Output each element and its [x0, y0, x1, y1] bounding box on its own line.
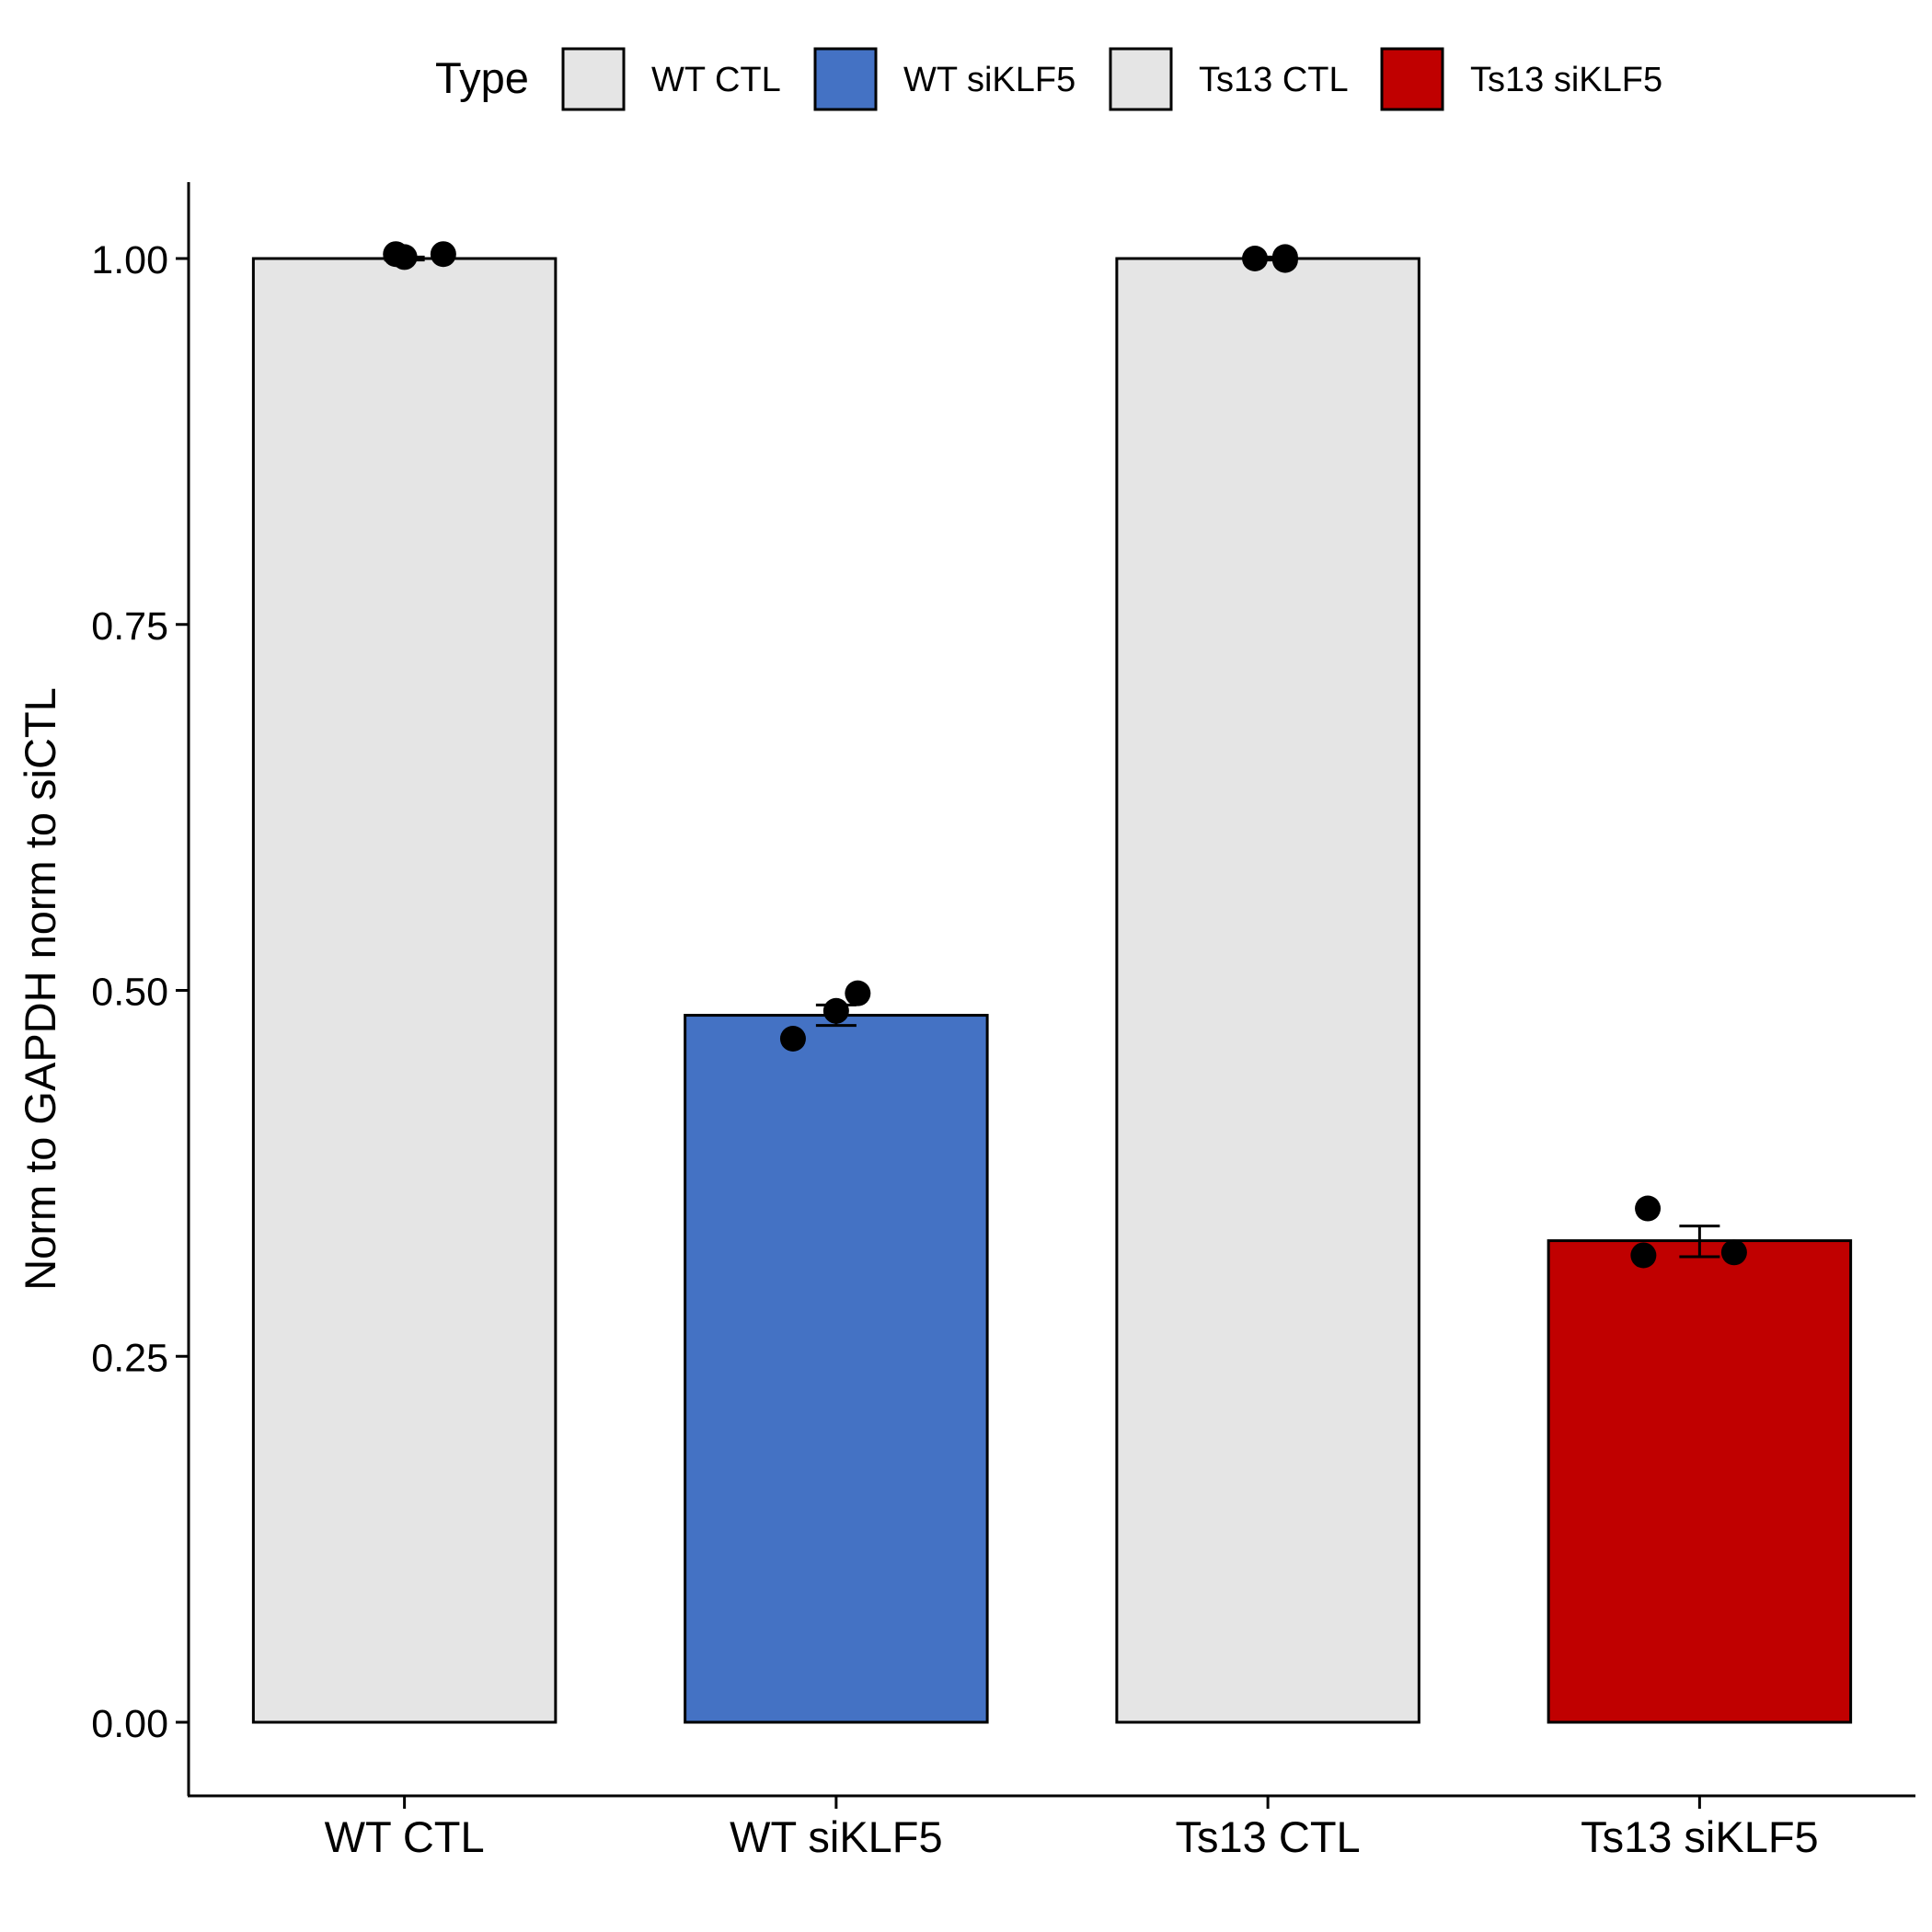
bars — [251, 257, 1853, 1724]
legend: Type WT CTL WT siKLF5 Ts13 CTL Ts13 siKLF5 — [435, 47, 1662, 111]
x-tick-label: WT CTL — [325, 1812, 485, 1861]
legend-swatch — [561, 47, 626, 111]
bar — [1115, 257, 1420, 1724]
data-point — [430, 241, 456, 268]
legend-title: Type — [435, 53, 529, 102]
bar — [1547, 1239, 1853, 1724]
data-point — [1630, 1242, 1657, 1269]
bar — [251, 257, 558, 1724]
y-tick-label: 0.75 — [91, 604, 168, 649]
legend-label: WT CTL — [651, 61, 781, 99]
x-ticks: WT CTL WT siKLF5 Ts13 CTL Ts13 siKLF5 — [325, 1796, 1819, 1861]
data-point — [1271, 247, 1298, 273]
data-point — [779, 1026, 806, 1052]
data-point — [845, 980, 871, 1006]
legend-item: Ts13 siKLF5 — [1380, 47, 1662, 111]
y-tick-label: 1.00 — [91, 238, 168, 282]
legend-label: Ts13 CTL — [1199, 61, 1349, 99]
bar — [684, 1014, 989, 1724]
legend-item: Ts13 CTL — [1109, 47, 1349, 111]
y-tick-label: 0.00 — [91, 1702, 168, 1746]
data-point — [1720, 1239, 1747, 1266]
data-point — [1242, 246, 1269, 271]
data-point — [1635, 1195, 1662, 1222]
y-tick-label: 0.25 — [91, 1336, 168, 1380]
data-points — [383, 241, 1747, 1269]
legend-label: WT siKLF5 — [903, 61, 1075, 99]
data-point — [822, 997, 849, 1024]
y-ticks: 0.00 0.25 0.50 0.75 1.00 — [91, 238, 189, 1746]
legend-item: WT siKLF5 — [813, 47, 1075, 111]
y-tick-label: 0.50 — [91, 971, 168, 1015]
legend-swatch — [1109, 47, 1173, 111]
legend-item: WT CTL — [561, 47, 781, 111]
x-tick-label: WT siKLF5 — [730, 1812, 943, 1861]
legend-swatch — [813, 47, 878, 111]
error-bar — [1679, 1225, 1720, 1259]
y-axis-label: Norm to GAPDH norm to siCTL — [16, 687, 64, 1291]
x-tick-label: Ts13 CTL — [1176, 1812, 1361, 1861]
legend-label: Ts13 siKLF5 — [1470, 61, 1662, 99]
legend-swatch — [1380, 47, 1444, 111]
error-bars — [384, 255, 1720, 1259]
data-point — [391, 244, 418, 270]
x-tick-label: Ts13 siKLF5 — [1581, 1812, 1819, 1861]
